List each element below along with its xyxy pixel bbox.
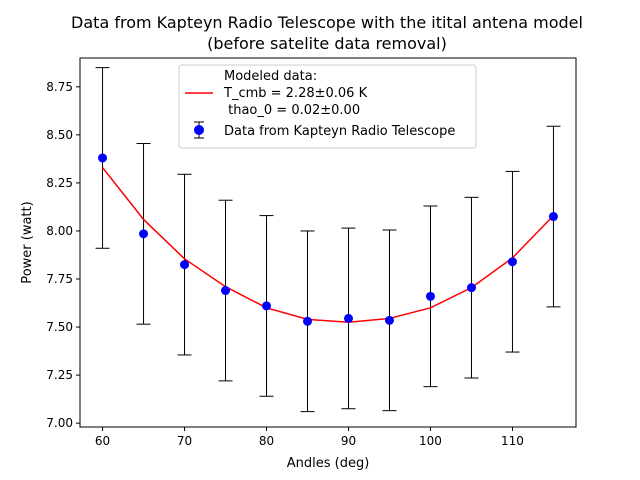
legend-data-marker [194,125,204,135]
legend: Modeled data: T_cmb = 2.28±0.06 K thao_0… [178,64,477,149]
y-tick-label: 8.50 [46,128,73,142]
data-point [139,229,149,239]
y-tick-label: 7.00 [46,416,73,430]
x-tick-label: 70 [177,434,192,448]
chart-title-line-2: (before satelite data removal) [207,34,447,53]
y-axis-label: Power (watt) [20,201,35,283]
legend-model-label-line-3: thao_0 = 0.02±0.00 [224,103,360,118]
data-point [343,313,353,323]
y-tick-label: 8.75 [46,80,73,94]
legend-model-label-line-1: Modeled data: [224,69,317,84]
plot-frame [79,57,577,428]
data-point [507,257,517,267]
x-tick-label: 90 [341,434,356,448]
data-point [425,291,435,301]
x-tick-label: 100 [419,434,442,448]
chart-title: Data from Kapteyn Radio Telescope with t… [71,13,583,53]
x-tick-label: 80 [259,434,274,448]
legend-data-label: Data from Kapteyn Radio Telescope [224,124,455,139]
data-point [262,301,272,311]
y-tick-label: 8.25 [46,176,73,190]
data-point [384,315,394,325]
x-axis-ticks: 60 70 80 90 100 110 [95,427,524,448]
data-point [98,153,108,163]
data-point [548,212,558,222]
x-tick-label: 110 [501,434,524,448]
data-point [466,283,476,293]
legend-model-label-line-2: T_cmb = 2.28±0.06 K [223,86,368,101]
chart-title-line-1: Data from Kapteyn Radio Telescope with t… [71,13,583,32]
x-tick-label: 60 [95,434,110,448]
legend-box [178,64,477,149]
y-tick-label: 8.00 [46,224,73,238]
y-axis-ticks: 7.00 7.25 7.50 7.75 8.00 8.25 8.50 8.75 [46,80,80,430]
y-tick-label: 7.25 [46,368,73,382]
data-point [221,286,231,296]
plot-area [95,67,561,413]
model-line [101,167,554,324]
data-point [303,316,313,326]
x-axis-label: Andles (deg) [287,456,370,471]
y-tick-label: 7.50 [46,320,73,334]
data-point [180,260,190,270]
y-tick-label: 7.75 [46,272,73,286]
